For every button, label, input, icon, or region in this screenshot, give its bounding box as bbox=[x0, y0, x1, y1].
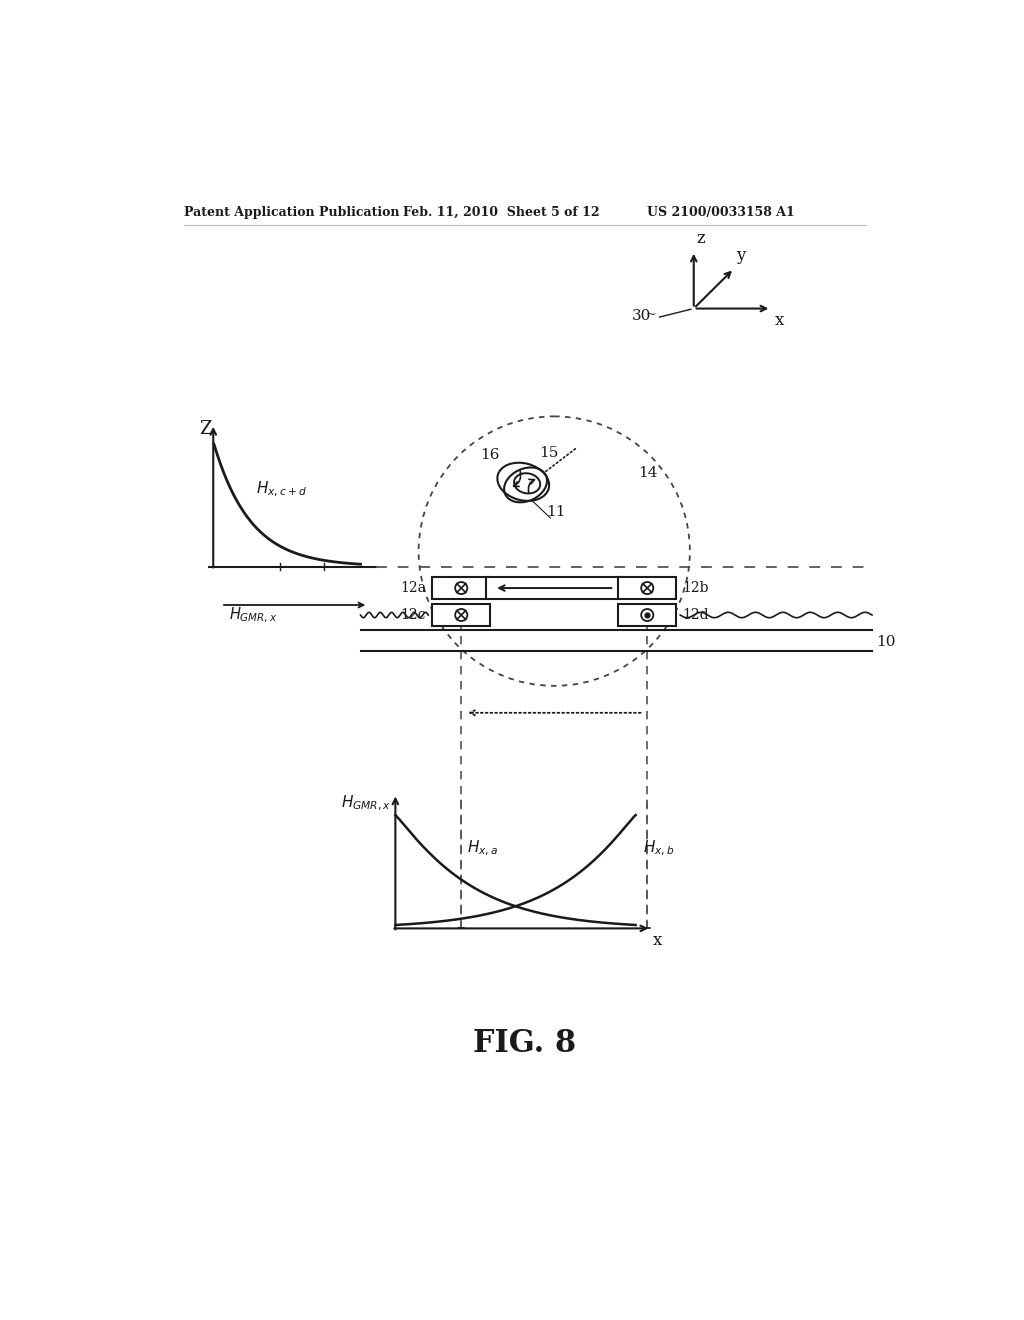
Text: Patent Application Publication: Patent Application Publication bbox=[183, 206, 399, 219]
Text: $H_{GMR,x}$: $H_{GMR,x}$ bbox=[341, 793, 391, 813]
Bar bbox=[432, 605, 490, 626]
Text: 16: 16 bbox=[480, 447, 500, 462]
Text: y: y bbox=[736, 247, 745, 264]
Text: Z: Z bbox=[200, 420, 212, 438]
Text: $H_{x,b}$: $H_{x,b}$ bbox=[643, 838, 675, 858]
Text: 12d: 12d bbox=[683, 609, 710, 622]
Text: 10: 10 bbox=[876, 635, 895, 649]
Text: $H_{x,c+d}$: $H_{x,c+d}$ bbox=[256, 479, 307, 499]
Text: 12a: 12a bbox=[400, 581, 426, 595]
Text: FIG. 8: FIG. 8 bbox=[473, 1028, 577, 1060]
Circle shape bbox=[641, 582, 653, 594]
Text: x: x bbox=[774, 312, 783, 329]
Circle shape bbox=[456, 582, 467, 594]
Text: z: z bbox=[696, 230, 705, 247]
Text: 12b: 12b bbox=[683, 581, 709, 595]
Text: Feb. 11, 2010  Sheet 5 of 12: Feb. 11, 2010 Sheet 5 of 12 bbox=[403, 206, 600, 219]
Text: $H_{x,a}$: $H_{x,a}$ bbox=[467, 838, 499, 858]
Text: ~: ~ bbox=[646, 308, 656, 321]
Text: $H_{GMR,x}$: $H_{GMR,x}$ bbox=[228, 606, 278, 624]
Ellipse shape bbox=[498, 463, 549, 500]
Ellipse shape bbox=[514, 474, 541, 494]
Text: 14: 14 bbox=[638, 466, 657, 480]
Text: 30: 30 bbox=[632, 309, 651, 323]
Text: US 2100/0033158 A1: US 2100/0033158 A1 bbox=[647, 206, 795, 219]
Text: 11: 11 bbox=[547, 506, 566, 520]
Text: 12c: 12c bbox=[400, 609, 426, 622]
Bar bbox=[618, 605, 676, 626]
Text: 15: 15 bbox=[539, 446, 558, 461]
Bar bbox=[618, 577, 676, 599]
Bar bbox=[432, 577, 490, 599]
Bar bbox=[486, 577, 622, 599]
Circle shape bbox=[456, 609, 467, 620]
Text: x: x bbox=[652, 932, 663, 949]
Circle shape bbox=[641, 609, 653, 620]
